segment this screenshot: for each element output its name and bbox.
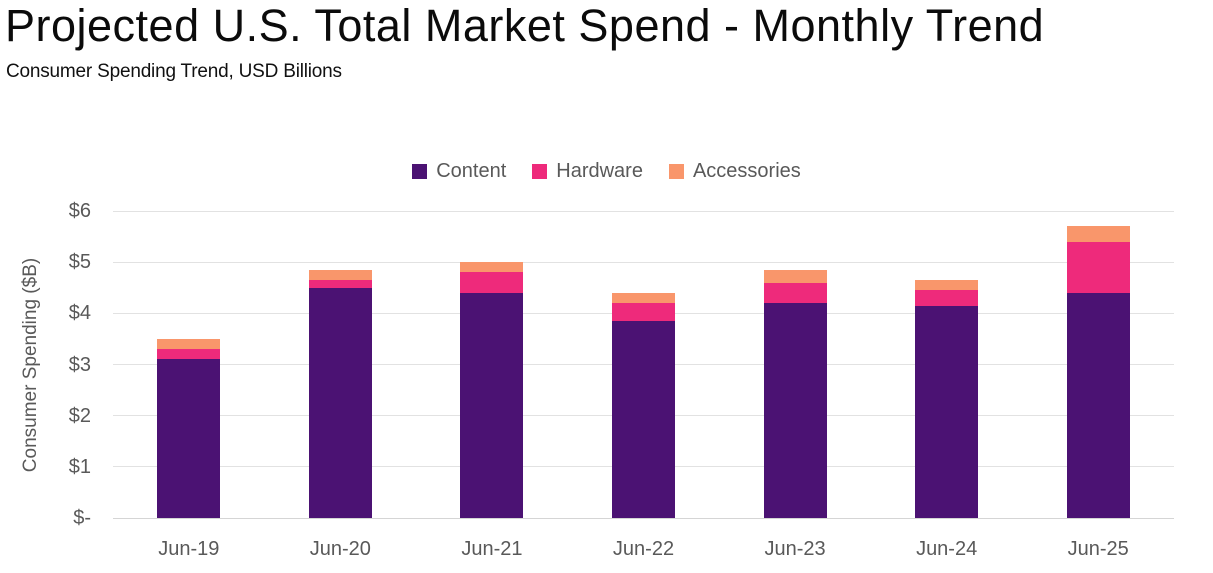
- bar-Jun-23: [763, 211, 827, 518]
- bar-segment-accessories: [308, 269, 372, 281]
- bar-segment-content: [763, 303, 827, 518]
- legend-swatch-icon: [412, 164, 428, 179]
- bar-Jun-20: [308, 211, 372, 518]
- bar-segment-accessories: [460, 262, 524, 273]
- x-tick-label: Jun-21: [461, 538, 523, 560]
- legend-label: Hardware: [556, 160, 643, 182]
- y-tick-label: $4: [68, 302, 91, 325]
- legend: Content Hardware Accessories: [0, 160, 1213, 183]
- bar-segment-content: [157, 359, 221, 518]
- chart-subtitle: Consumer Spending Trend, USD Billions: [6, 61, 342, 82]
- x-tick-label: Jun-22: [612, 538, 675, 560]
- bar-Jun-21: [460, 211, 524, 518]
- chart-title: Projected U.S. Total Market Spend - Mont…: [5, 0, 1045, 51]
- legend-swatch-icon: [532, 164, 548, 179]
- bar-segment-content: [612, 321, 675, 518]
- y-tick-label: $-: [73, 507, 91, 529]
- bar-Jun-19: [157, 211, 221, 518]
- bar-segment-hardware: [763, 282, 827, 304]
- x-tick-label: Jun-23: [764, 538, 826, 560]
- bar-segment-accessories: [763, 269, 827, 283]
- bar-segment-content: [460, 292, 524, 518]
- y-tick-label: $5: [68, 251, 91, 274]
- bar-segment-hardware: [460, 272, 524, 293]
- x-tick-label: Jun-20: [309, 538, 371, 560]
- bar-Jun-22: [612, 211, 675, 518]
- legend-swatch-icon: [668, 164, 684, 179]
- legend-item-accessories: Accessories: [668, 160, 801, 183]
- bar-segment-accessories: [915, 280, 979, 291]
- bar-segment-hardware: [915, 290, 979, 306]
- x-tick-label: Jun-24: [916, 538, 978, 560]
- bar-segment-accessories: [157, 338, 221, 350]
- bar-segment-hardware: [308, 280, 372, 288]
- y-tick-label: $1: [68, 455, 91, 478]
- bar-segment-hardware: [157, 349, 221, 360]
- y-tick-label: $2: [68, 404, 91, 427]
- bar-Jun-24: [915, 211, 979, 518]
- x-tick-label: Jun-19: [158, 538, 220, 560]
- x-axis-baseline: [113, 517, 1174, 519]
- bar-segment-content: [1066, 292, 1130, 518]
- bar-segment-accessories: [1066, 226, 1130, 242]
- gridline: [113, 210, 1174, 212]
- bar-segment-hardware: [612, 303, 675, 322]
- y-tick-label: $6: [68, 200, 91, 222]
- legend-label: Accessories: [692, 160, 801, 182]
- plot-area: $- $1 $2 $3 $4 $5 $6 Jun-19 Jun-20 Jun-21 Jun-22 Ju…: [69, 200, 1174, 560]
- gridline: [113, 261, 1174, 263]
- bar-segment-hardware: [1066, 241, 1130, 293]
- bar-Jun-25: [1066, 211, 1130, 518]
- legend-item-content: Content: [412, 160, 506, 183]
- legend-item-hardware: Hardware: [532, 160, 643, 183]
- bar-segment-content: [308, 287, 372, 518]
- y-tick-label: $3: [68, 353, 91, 376]
- bar-segment-content: [915, 305, 979, 518]
- legend-label: Content: [436, 160, 507, 182]
- bar-segment-accessories: [612, 292, 675, 304]
- x-tick-label: Jun-25: [1067, 538, 1129, 560]
